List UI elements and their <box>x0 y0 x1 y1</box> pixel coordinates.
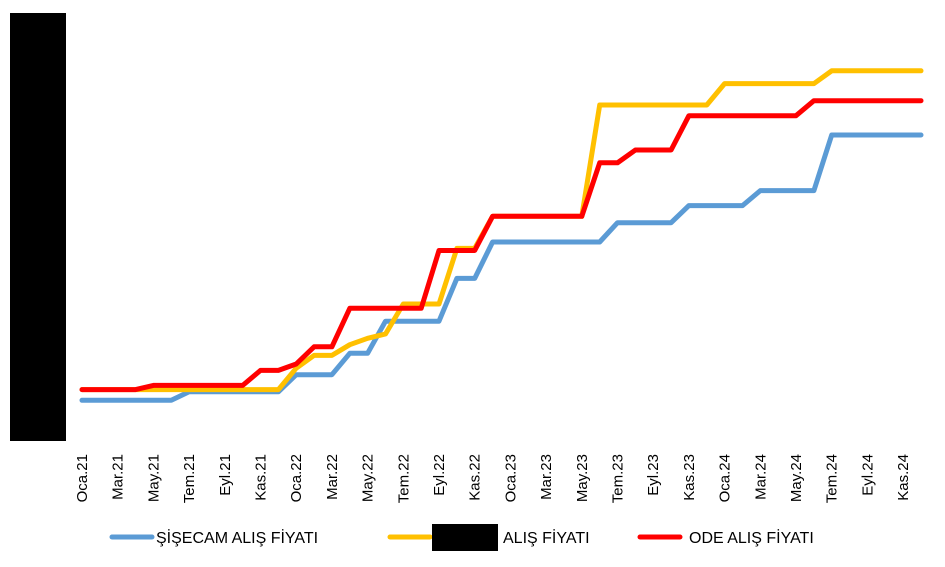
x-tick-label: Eyl.22 <box>431 454 448 496</box>
x-tick-label: May.24 <box>788 454 805 502</box>
x-tick-label: Oca.23 <box>502 454 519 502</box>
x-tick-label: Mar.21 <box>110 454 127 500</box>
x-tick-label: Oca.22 <box>288 454 305 502</box>
redacted-y-axis-block <box>10 13 66 441</box>
legend-label-ode: ODE ALIŞ FİYATI <box>689 528 814 547</box>
x-tick-label: Mar.23 <box>538 454 555 500</box>
legend-item-ode: ODE ALIŞ FİYATI <box>637 528 814 547</box>
series-line-sisecam <box>79 132 924 403</box>
legend-item-sisecam: ŞİŞECAM ALIŞ FİYATI <box>109 528 318 547</box>
x-tick-label: Kas.21 <box>253 454 270 501</box>
legend-label-sisecam: ŞİŞECAM ALIŞ FİYATI <box>156 528 318 547</box>
x-tick-label: Tem.22 <box>395 454 412 503</box>
x-tick-label: Eyl.24 <box>859 454 876 496</box>
x-axis-tick-labels: Oca.21 Mar.21 May.21 Tem.21 Eyl.21 Kas.21 Oca.… <box>74 454 912 503</box>
x-tick-label: May.21 <box>145 454 162 502</box>
legend-redacted-block <box>432 524 498 551</box>
x-tick-label: May.23 <box>574 454 591 502</box>
x-tick-label: Mar.22 <box>324 454 341 500</box>
series-lines <box>79 68 924 403</box>
x-tick-label: Eyl.23 <box>645 454 662 496</box>
x-tick-label: Tem.23 <box>610 454 627 503</box>
x-tick-label: Oca.21 <box>74 454 91 502</box>
x-tick-label: Kas.23 <box>681 454 698 501</box>
x-tick-label: Kas.22 <box>467 454 484 501</box>
x-tick-label: Tem.24 <box>824 454 841 503</box>
x-tick-label: Oca.24 <box>717 454 734 502</box>
series-line-ode <box>79 98 924 393</box>
legend-item-redacted: ALIŞ FİYATI <box>387 524 590 551</box>
x-tick-label: May.22 <box>360 454 377 502</box>
x-tick-label: Tem.21 <box>181 454 198 503</box>
series-line-redacted <box>79 68 924 393</box>
x-tick-label: Eyl.21 <box>217 454 234 496</box>
x-tick-label: Kas.24 <box>895 454 912 501</box>
x-tick-label: Mar.24 <box>752 454 769 500</box>
legend-label-redacted: ALIŞ FİYATI <box>503 528 590 547</box>
legend: ŞİŞECAM ALIŞ FİYATI ALIŞ FİYATI ODE ALIŞ… <box>109 524 814 551</box>
